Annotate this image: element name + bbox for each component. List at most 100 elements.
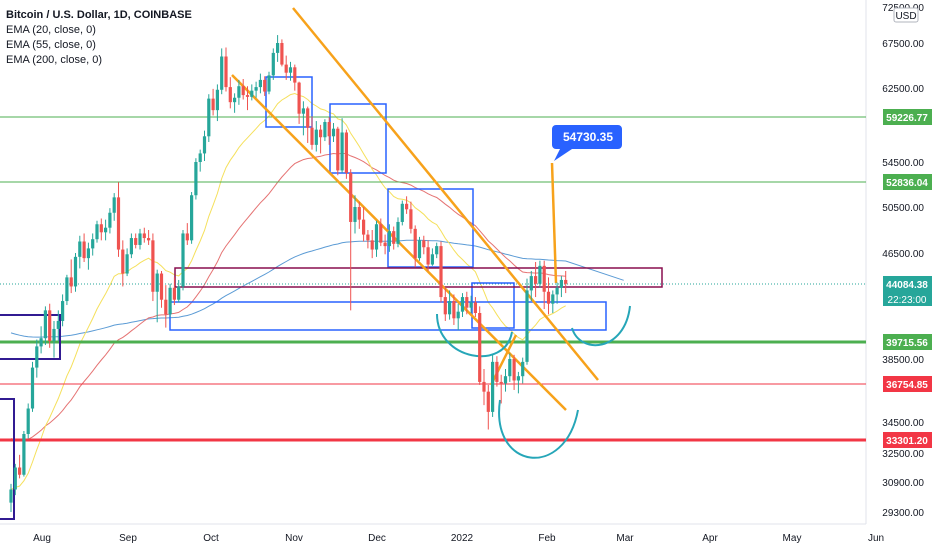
candle-body[interactable] [349, 172, 353, 222]
candle-body[interactable] [413, 228, 417, 259]
candle-body[interactable] [374, 224, 379, 250]
candle-body[interactable] [422, 240, 426, 248]
candle-body[interactable] [228, 87, 232, 103]
candle-body[interactable] [331, 128, 336, 137]
box-oct-top[interactable] [265, 76, 313, 128]
candle-body[interactable] [362, 219, 366, 235]
price-callout[interactable]: 54730.35 [552, 125, 622, 161]
orange-vert-left[interactable] [489, 334, 518, 386]
candle-body[interactable] [409, 209, 413, 229]
candle-body[interactable] [116, 197, 121, 250]
candle-body[interactable] [301, 108, 305, 114]
candle-body[interactable] [207, 98, 211, 137]
candle-body[interactable] [499, 381, 503, 384]
candle-body[interactable] [95, 224, 99, 240]
candle-body[interactable] [387, 231, 391, 247]
candle-body[interactable] [495, 361, 499, 382]
candle-body[interactable] [172, 287, 176, 300]
candle-body[interactable] [215, 89, 219, 111]
orange-spike[interactable] [550, 162, 558, 284]
candle-body[interactable] [465, 297, 469, 308]
box-nov[interactable] [329, 103, 387, 174]
candle-body[interactable] [271, 52, 275, 76]
candle-body[interactable] [319, 129, 323, 138]
candle-body[interactable] [344, 132, 348, 173]
head-curve[interactable] [498, 399, 579, 459]
candle-body[interactable] [314, 129, 318, 145]
candle-body[interactable] [327, 122, 331, 137]
candle-body[interactable] [147, 238, 151, 241]
candle-body[interactable] [525, 290, 529, 362]
candle-body[interactable] [202, 136, 207, 154]
candle-body[interactable] [280, 43, 284, 65]
candle-body[interactable] [508, 359, 512, 377]
channel-upper[interactable] [292, 7, 599, 381]
candle-body[interactable] [443, 297, 447, 315]
candle-body[interactable] [190, 195, 194, 241]
candle-body[interactable] [48, 310, 52, 341]
candle-body[interactable] [129, 238, 133, 255]
candle-body[interactable] [538, 265, 542, 284]
candle-body[interactable] [104, 227, 108, 233]
candle-body[interactable] [486, 391, 490, 412]
candle-body[interactable] [30, 367, 35, 409]
candle-body[interactable] [559, 279, 563, 288]
candle-body[interactable] [22, 434, 26, 475]
candle-body[interactable] [336, 128, 340, 171]
candle-body[interactable] [121, 249, 125, 274]
candle-body[interactable] [297, 82, 301, 114]
candle-body[interactable] [564, 279, 568, 284]
candle-body[interactable] [284, 64, 288, 73]
candle-body[interactable] [250, 90, 254, 97]
candle-body[interactable] [155, 273, 159, 292]
candle-body[interactable] [379, 224, 383, 243]
candle-body[interactable] [112, 197, 116, 213]
candle-body[interactable] [534, 276, 538, 284]
candle-body[interactable] [452, 301, 456, 319]
candle-body[interactable] [417, 240, 422, 259]
box-resistance-zone[interactable] [174, 267, 663, 288]
box-support-zone[interactable] [169, 301, 607, 331]
left-shoulder-curve[interactable] [436, 313, 513, 358]
candle-body[interactable] [91, 239, 95, 249]
candle-body[interactable] [198, 153, 202, 162]
candle-body[interactable] [400, 203, 404, 222]
candle-body[interactable] [435, 246, 439, 255]
candle-body[interactable] [241, 86, 245, 96]
candle-body[interactable] [263, 79, 267, 92]
candle-body[interactable] [61, 301, 65, 321]
candle-body[interactable] [405, 203, 409, 210]
candle-body[interactable] [293, 67, 297, 83]
candle-body[interactable] [52, 328, 56, 341]
candle-body[interactable] [383, 242, 387, 247]
candle-body[interactable] [503, 376, 508, 384]
candle-body[interactable] [353, 207, 357, 222]
candle-body[interactable] [245, 95, 250, 97]
candle-body[interactable] [267, 75, 271, 92]
candle-body[interactable] [26, 408, 30, 435]
candle-body[interactable] [491, 361, 495, 412]
candle-body[interactable] [370, 240, 374, 250]
candle-body[interactable] [516, 376, 520, 381]
candle-body[interactable] [357, 207, 361, 220]
candle-body[interactable] [551, 294, 555, 304]
candle-body[interactable] [469, 302, 473, 308]
candle-body[interactable] [237, 86, 241, 98]
candle-body[interactable] [430, 254, 434, 265]
candle-body[interactable] [82, 241, 86, 259]
candle-body[interactable] [56, 320, 60, 329]
candle-body[interactable] [323, 122, 327, 138]
candle-body[interactable] [134, 238, 138, 245]
candle-body[interactable] [448, 301, 452, 315]
candle-body[interactable] [426, 247, 430, 265]
candle-body[interactable] [288, 67, 293, 73]
candle-body[interactable] [18, 467, 22, 475]
candle-body[interactable] [159, 273, 164, 300]
candle-body[interactable] [151, 240, 155, 292]
candle-body[interactable] [546, 291, 551, 304]
candle-body[interactable] [366, 234, 370, 241]
candle-body[interactable] [13, 467, 17, 490]
candle-body[interactable] [181, 233, 185, 287]
